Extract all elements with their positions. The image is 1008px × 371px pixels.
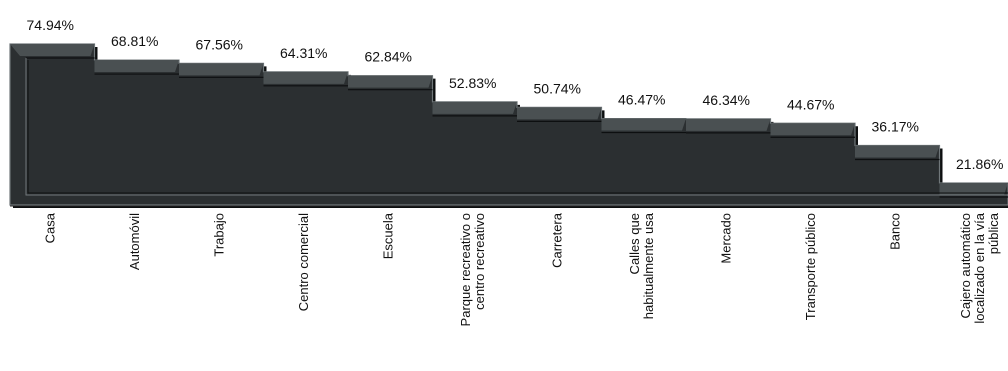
category-label-line: Casa — [42, 212, 57, 243]
category-label-line: Centro comercial — [296, 213, 311, 311]
category-label-line: centro recreativo — [472, 213, 487, 310]
value-label: 52.83% — [449, 75, 496, 91]
category-label-line: pública — [986, 212, 1001, 254]
category-label: Carretera — [549, 212, 564, 268]
category-label-line: Cajero automático — [958, 213, 973, 319]
category-label-line: Parque recreativo o — [458, 213, 473, 326]
inner-frame — [25, 58, 1008, 196]
step-bevel — [939, 183, 1008, 195]
category-label: Transporte público — [803, 213, 818, 320]
value-label: 74.94% — [27, 17, 74, 33]
category-labels: Casa Automóvil Trabajo Centro comercial Escu… — [42, 212, 1001, 326]
category-label-line: Calles que — [627, 213, 642, 274]
step-bevel — [348, 75, 433, 88]
category-label: Mercado — [718, 213, 733, 264]
value-label: 68.81% — [111, 33, 158, 49]
value-label: 50.74% — [534, 80, 581, 96]
category-label-line: Escuela — [380, 212, 395, 259]
category-label: Centro comercial — [296, 213, 311, 311]
category-label: Escuela — [380, 212, 395, 259]
value-label: 46.47% — [618, 92, 665, 108]
value-label: 62.84% — [365, 49, 412, 65]
category-label: Parque recreativo o centro recreativo — [458, 213, 487, 326]
step-bevel — [686, 118, 771, 131]
step-bevel — [770, 123, 855, 136]
value-label: 64.31% — [280, 45, 327, 61]
value-label: 36.17% — [872, 119, 919, 135]
category-label: Automóvil — [127, 213, 142, 270]
category-label: Banco — [887, 213, 902, 250]
value-label: 44.67% — [787, 96, 834, 112]
category-label: Cajero automático localizado en la vía púb… — [958, 212, 1001, 323]
category-label-line: Banco — [887, 213, 902, 250]
category-label-line: Carretera — [549, 212, 564, 268]
step-bevel — [263, 71, 348, 84]
step-bevel — [517, 107, 602, 120]
category-label: Calles que habitualmente usa — [627, 212, 656, 319]
step-bevel — [432, 101, 517, 114]
value-labels: 74.94% 68.81% 67.56% 64.31% 62.84% 52.83% 50.7… — [27, 17, 1004, 172]
value-label: 67.56% — [196, 36, 243, 52]
step-bevel — [855, 145, 940, 158]
step-bevel — [601, 118, 686, 131]
step-bevel — [179, 63, 264, 76]
category-label-line: Trabajo — [211, 213, 226, 257]
value-label: 46.34% — [703, 92, 750, 108]
category-label-line: Mercado — [718, 213, 733, 264]
category-label-line: habitualmente usa — [641, 212, 656, 319]
step-bevel — [94, 60, 179, 73]
category-label-line: Transporte público — [803, 213, 818, 320]
category-label: Trabajo — [211, 213, 226, 257]
inner-frame-shadow — [27, 60, 1008, 194]
step-bevel — [10, 44, 95, 56]
category-label: Casa — [42, 212, 57, 243]
area-layer — [9, 43, 1008, 208]
value-label: 21.86% — [956, 156, 1003, 172]
category-label-line: localizado en la vía — [972, 212, 987, 323]
category-label-line: Automóvil — [127, 213, 142, 270]
